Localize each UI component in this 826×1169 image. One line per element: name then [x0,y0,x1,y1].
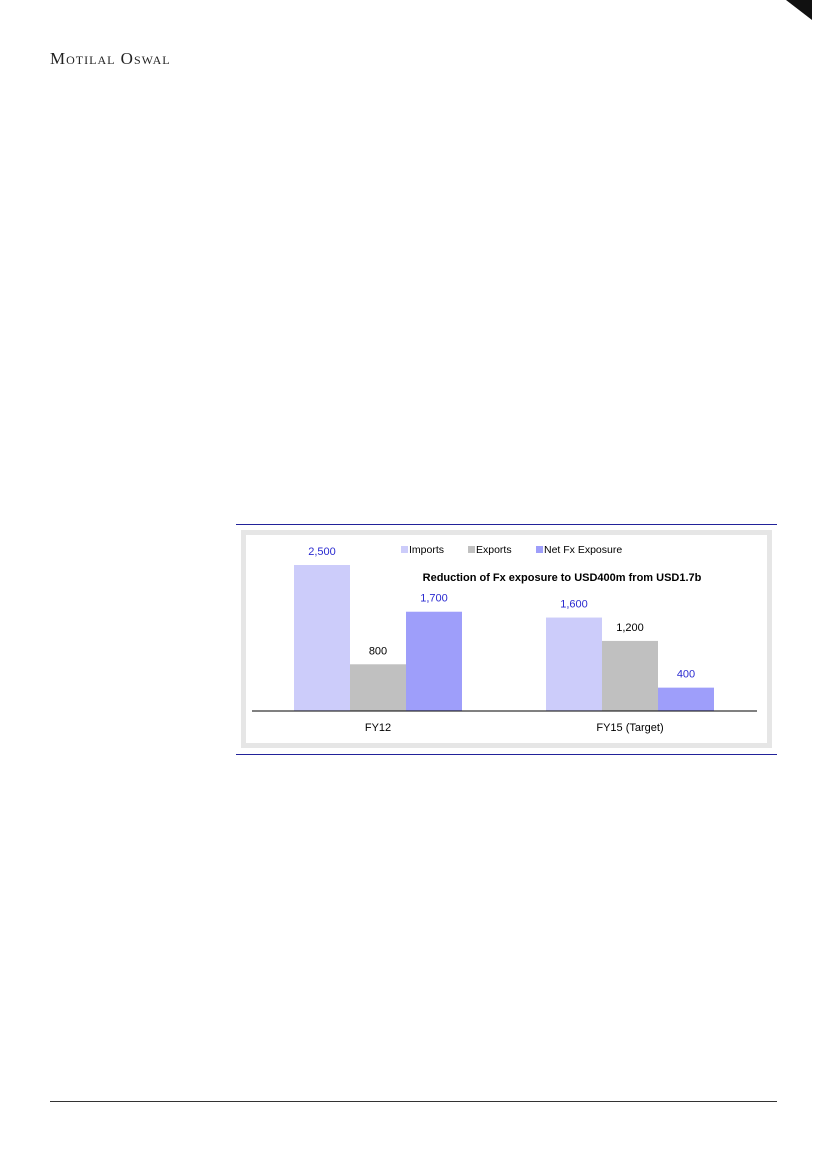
bar-imports [294,565,350,711]
bar-exports [602,640,658,711]
legend-swatch [401,546,408,553]
legend-swatch [468,546,475,553]
data-label: 2,500 [308,546,336,558]
chart-frame: Imports Exports Net Fx Exposure Reduction … [236,524,777,755]
bar-chart: Imports Exports Net Fx Exposure Reduction … [252,544,757,734]
chart-legend: Imports Exports Net Fx Exposure [401,544,622,556]
bar-imports [546,617,602,711]
data-label: 1,700 [420,593,448,605]
x-tick-label: FY12 [365,722,391,734]
chart-panel: Imports Exports Net Fx Exposure Reduction … [241,530,772,748]
data-label: 1,200 [616,622,644,634]
bar-exports [350,664,406,711]
brand-logo: Motilal Oswal [50,49,171,68]
chart-title: Reduction of Fx exposure to USD400m from… [423,572,702,584]
legend-swatch [536,546,543,553]
bar-net-fx-exposure [406,611,462,711]
legend-label: Imports [409,544,444,556]
data-label: 400 [677,669,695,681]
data-label: 1,600 [560,599,588,611]
x-tick-label: FY15 (Target) [596,722,663,734]
legend-label: Net Fx Exposure [544,544,622,556]
bar-net-fx-exposure [658,687,714,711]
legend-label: Exports [476,544,512,556]
corner-tab-marker [786,0,812,20]
data-label: 800 [369,645,387,657]
footer-divider [50,1101,777,1102]
